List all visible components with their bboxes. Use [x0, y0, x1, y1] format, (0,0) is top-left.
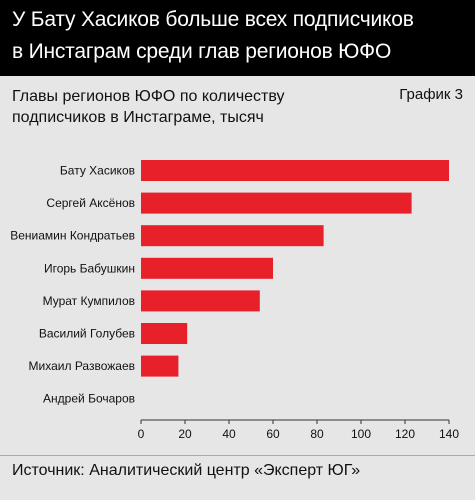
category-label: Мурат Кумпилов [43, 294, 135, 308]
x-tick-label: 100 [351, 427, 371, 441]
bar [141, 290, 260, 312]
category-label: Василий Голубев [39, 327, 135, 341]
x-tick-label: 40 [222, 427, 236, 441]
x-tick-label: 60 [266, 427, 280, 441]
chart-subtitle-line-2: подписчиков в Инстаграме, тысяч [12, 109, 264, 126]
x-tick-label: 20 [178, 427, 192, 441]
category-label: Михаил Развожаев [29, 359, 135, 373]
category-label: Бату Хасиков [60, 164, 135, 178]
category-label: Андрей Бочаров [43, 392, 135, 406]
bar [141, 160, 449, 181]
category-label: Игорь Бабушкин [44, 261, 135, 275]
bar [141, 355, 179, 377]
x-tick-label: 140 [439, 427, 459, 441]
chart-header: У Бату Хасиков больше всех подписчиков в… [0, 0, 475, 76]
x-tick-label: 80 [310, 427, 324, 441]
bar-chart: Бату Хасиков Сергей Аксёнов Вениамин Кондр… [10, 160, 459, 441]
category-label: Сергей Аксёнов [46, 196, 135, 210]
graph-number-label: График 3 [399, 86, 463, 103]
x-tick-label: 0 [138, 427, 145, 441]
chart-subtitle: Главы регионов ЮФО по количеству подписч… [12, 86, 342, 128]
footer-divider [0, 455, 475, 456]
bar [141, 257, 273, 279]
chart-subtitle-line-1: Главы регионов ЮФО по количеству [12, 88, 285, 105]
chart-title-line-2: в Инстаграм среди глав регионов ЮФО [12, 40, 392, 63]
x-tick-label: 120 [395, 427, 415, 441]
category-label: Вениамин Кондратьев [10, 229, 135, 243]
bar [141, 192, 412, 214]
bar [141, 323, 188, 344]
bar [141, 225, 324, 247]
chart-title-line-1: У Бату Хасиков больше всех подписчиков [12, 8, 414, 31]
source-note: Источник: Аналитический центр «Эксперт Ю… [12, 462, 361, 479]
